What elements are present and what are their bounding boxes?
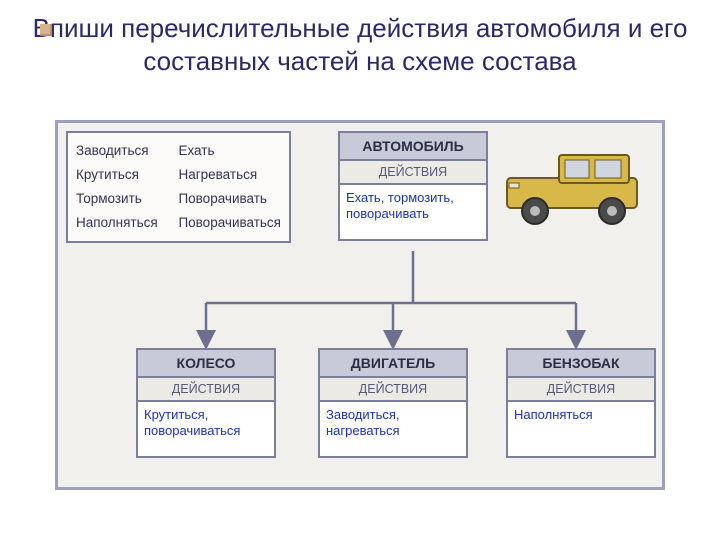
word-list-box: Заводиться Крутиться Тормозить Наполнять… xyxy=(66,131,291,243)
word-col-2: Ехать Нагреваться Поворачивать Поворачив… xyxy=(178,139,281,235)
slide-bullet xyxy=(40,24,52,36)
entity-wheel: КОЛЕСО ДЕЙСТВИЯ Крутиться, поворачиватьс… xyxy=(136,348,276,458)
entity-header: КОЛЕСО xyxy=(138,350,274,378)
entity-subheader: ДЕЙСТВИЯ xyxy=(508,378,654,402)
word-item: Заводиться xyxy=(76,141,178,162)
word-item: Поворачиваться xyxy=(178,213,281,234)
entity-subheader: ДЕЙСТВИЯ xyxy=(340,161,486,185)
entity-answer: Наполняться xyxy=(508,402,654,456)
slide-title: Впиши перечислительные действия автомоби… xyxy=(0,0,720,85)
word-item: Нагреваться xyxy=(178,165,281,186)
diagram-frame: Заводиться Крутиться Тормозить Наполнять… xyxy=(55,120,665,490)
entity-engine: ДВИГАТЕЛЬ ДЕЙСТВИЯ Заводиться, нагревать… xyxy=(318,348,468,458)
entity-answer: Крутиться, поворачиваться xyxy=(138,402,274,456)
word-item: Крутиться xyxy=(76,165,178,186)
entity-header: АВТОМОБИЛЬ xyxy=(340,133,486,161)
entity-auto: АВТОМОБИЛЬ ДЕЙСТВИЯ Ехать, тормозить, по… xyxy=(338,131,488,241)
entity-subheader: ДЕЙСТВИЯ xyxy=(138,378,274,402)
entity-tank: БЕНЗОБАК ДЕЙСТВИЯ Наполняться xyxy=(506,348,656,458)
entity-header: БЕНЗОБАК xyxy=(508,350,654,378)
word-item: Наполняться xyxy=(76,213,178,234)
word-item: Поворачивать xyxy=(178,189,281,210)
entity-subheader: ДЕЙСТВИЯ xyxy=(320,378,466,402)
entity-answer: Ехать, тормозить, поворачивать xyxy=(340,185,486,239)
word-item: Ехать xyxy=(178,141,281,162)
entity-header: ДВИГАТЕЛЬ xyxy=(320,350,466,378)
word-col-1: Заводиться Крутиться Тормозить Наполнять… xyxy=(76,139,178,235)
word-item: Тормозить xyxy=(76,189,178,210)
car-illustration xyxy=(497,133,652,233)
entity-answer: Заводиться, нагреваться xyxy=(320,402,466,456)
